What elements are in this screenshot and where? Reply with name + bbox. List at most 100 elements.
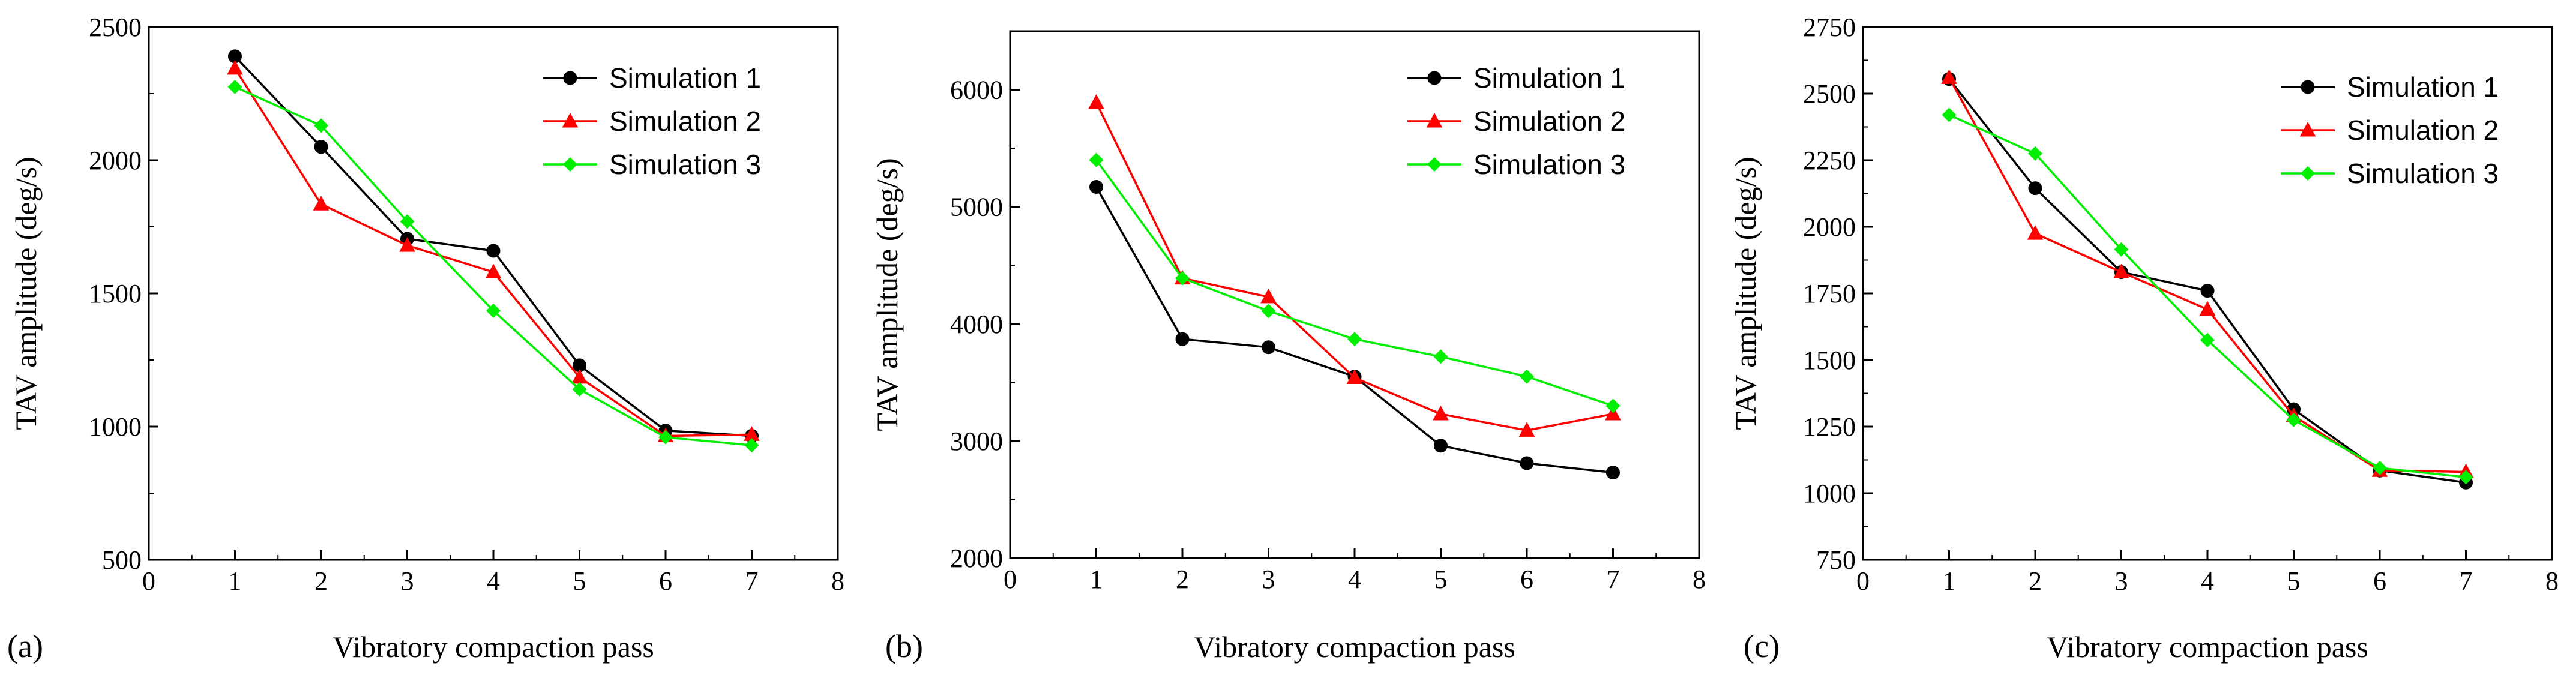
legend-label: Simulation 1	[2347, 71, 2499, 103]
legend: Simulation 1 Simulation 2 Simulation 3	[543, 62, 761, 180]
series-3	[227, 79, 759, 453]
legend-label: Simulation 3	[1473, 149, 1625, 180]
data-point	[2114, 242, 2129, 257]
x-tick-label: 7	[2460, 566, 2473, 596]
data-point	[1261, 304, 1276, 319]
y-tick-label: 2500	[1803, 79, 1856, 109]
x-axis-title: Vibratory compaction pass	[1194, 630, 1515, 664]
legend-marker	[1427, 157, 1442, 172]
x-tick-label: 0	[142, 566, 155, 596]
legend-marker	[2299, 122, 2316, 137]
x-tick-label: 2	[2029, 566, 2042, 596]
data-point	[1605, 398, 1621, 413]
legend-marker	[563, 71, 577, 85]
series-1	[1089, 179, 1620, 480]
data-point	[2199, 301, 2216, 316]
chart-panel-2: 0 1 2 3 4 5 6 7 8 2000 3000 4000 5000 6000 Vibratory c…	[870, 30, 1706, 664]
data-point	[1433, 349, 1448, 364]
legend: Simulation 1 Simulation 2 Simulation 3	[2281, 71, 2499, 189]
data-point	[314, 118, 328, 133]
data-point	[227, 59, 243, 75]
data-point	[2373, 460, 2387, 475]
x-tick-label: 0	[1004, 565, 1017, 594]
data-point	[2200, 332, 2215, 347]
series-2	[1088, 94, 1621, 437]
legend-marker	[1427, 71, 1442, 85]
legend-marker	[2301, 166, 2315, 181]
data-point	[1175, 332, 1190, 346]
data-point	[2113, 263, 2129, 278]
panel-label: (c)	[1744, 628, 1780, 664]
data-point	[1089, 179, 1103, 194]
series-3	[1942, 107, 2473, 485]
legend-marker	[563, 157, 577, 172]
series-3	[1089, 152, 1621, 413]
data-point	[1260, 288, 1277, 304]
legend-marker	[562, 113, 579, 128]
y-tick-label: 1750	[1803, 279, 1856, 308]
legend: Simulation 1 Simulation 2 Simulation 3	[1407, 62, 1625, 180]
legend-label: Simulation 3	[609, 149, 761, 180]
x-tick-label: 3	[401, 566, 414, 596]
x-tick-label: 4	[1348, 565, 1361, 594]
x-tick-label: 5	[2287, 566, 2301, 596]
x-tick-label: 5	[1434, 565, 1448, 594]
y-tick-label: 1250	[1803, 412, 1856, 442]
x-tick-label: 6	[2373, 566, 2386, 596]
data-point	[1520, 369, 1534, 384]
data-point	[2028, 181, 2042, 196]
x-tick-label: 6	[1520, 565, 1533, 594]
chart-panel-3: 0 1 2 3 4 5 6 7 8 750 1000 1250 1500 1750 2000 2250 2500…	[1729, 13, 2559, 664]
series-line	[1095, 159, 1614, 407]
y-tick-label: 4000	[950, 310, 1003, 339]
x-tick-label: 4	[487, 566, 500, 596]
x-tick-label: 1	[1943, 566, 1956, 596]
y-tick-label: 2000	[89, 146, 142, 175]
data-point	[400, 214, 415, 229]
x-tick-label: 4	[2201, 566, 2214, 596]
data-point	[1941, 69, 1957, 84]
data-point	[227, 79, 242, 94]
data-point	[1175, 271, 1190, 286]
panel-label: (b)	[885, 628, 923, 664]
data-point	[486, 303, 501, 318]
legend-label: Simulation 2	[1473, 106, 1625, 137]
y-tick-label: 750	[1816, 545, 1856, 575]
data-point	[2458, 470, 2473, 485]
y-tick-label: 1500	[1803, 346, 1856, 375]
x-tick-label: 3	[2115, 566, 2128, 596]
x-tick-label: 7	[1607, 565, 1620, 594]
x-tick-label: 6	[659, 566, 672, 596]
y-tick-label: 500	[102, 545, 142, 575]
y-tick-label: 6000	[950, 76, 1003, 105]
legend-label: Simulation 3	[2347, 158, 2499, 189]
x-tick-label: 8	[2545, 566, 2559, 596]
y-tick-label: 2500	[89, 13, 142, 42]
data-point	[2200, 284, 2215, 298]
data-point	[1347, 332, 1362, 347]
y-tick-label: 1500	[89, 279, 142, 308]
y-tick-label: 1000	[1803, 479, 1856, 508]
data-point	[2028, 146, 2042, 161]
data-point	[1942, 107, 1957, 122]
y-tick-label: 2000	[1803, 212, 1856, 242]
y-tick-label: 5000	[950, 193, 1003, 222]
x-tick-label: 8	[831, 566, 844, 596]
y-tick-label: 3000	[950, 427, 1003, 456]
data-point	[2027, 225, 2044, 240]
y-tick-label: 2250	[1803, 146, 1856, 175]
legend-marker	[2301, 80, 2315, 94]
data-point	[313, 196, 330, 211]
data-point	[1520, 456, 1534, 470]
data-point	[1434, 439, 1448, 453]
legend-label: Simulation 1	[609, 62, 761, 94]
legend-label: Simulation 2	[2347, 115, 2499, 146]
x-tick-label: 1	[229, 566, 242, 596]
data-point	[658, 430, 673, 445]
data-point	[744, 438, 759, 453]
y-axis-title: TAV amplitude (deg/s)	[1729, 157, 1762, 430]
legend-label: Simulation 2	[609, 106, 761, 137]
x-axis-title: Vibratory compaction pass	[333, 630, 654, 664]
y-tick-label: 2000	[950, 544, 1003, 573]
